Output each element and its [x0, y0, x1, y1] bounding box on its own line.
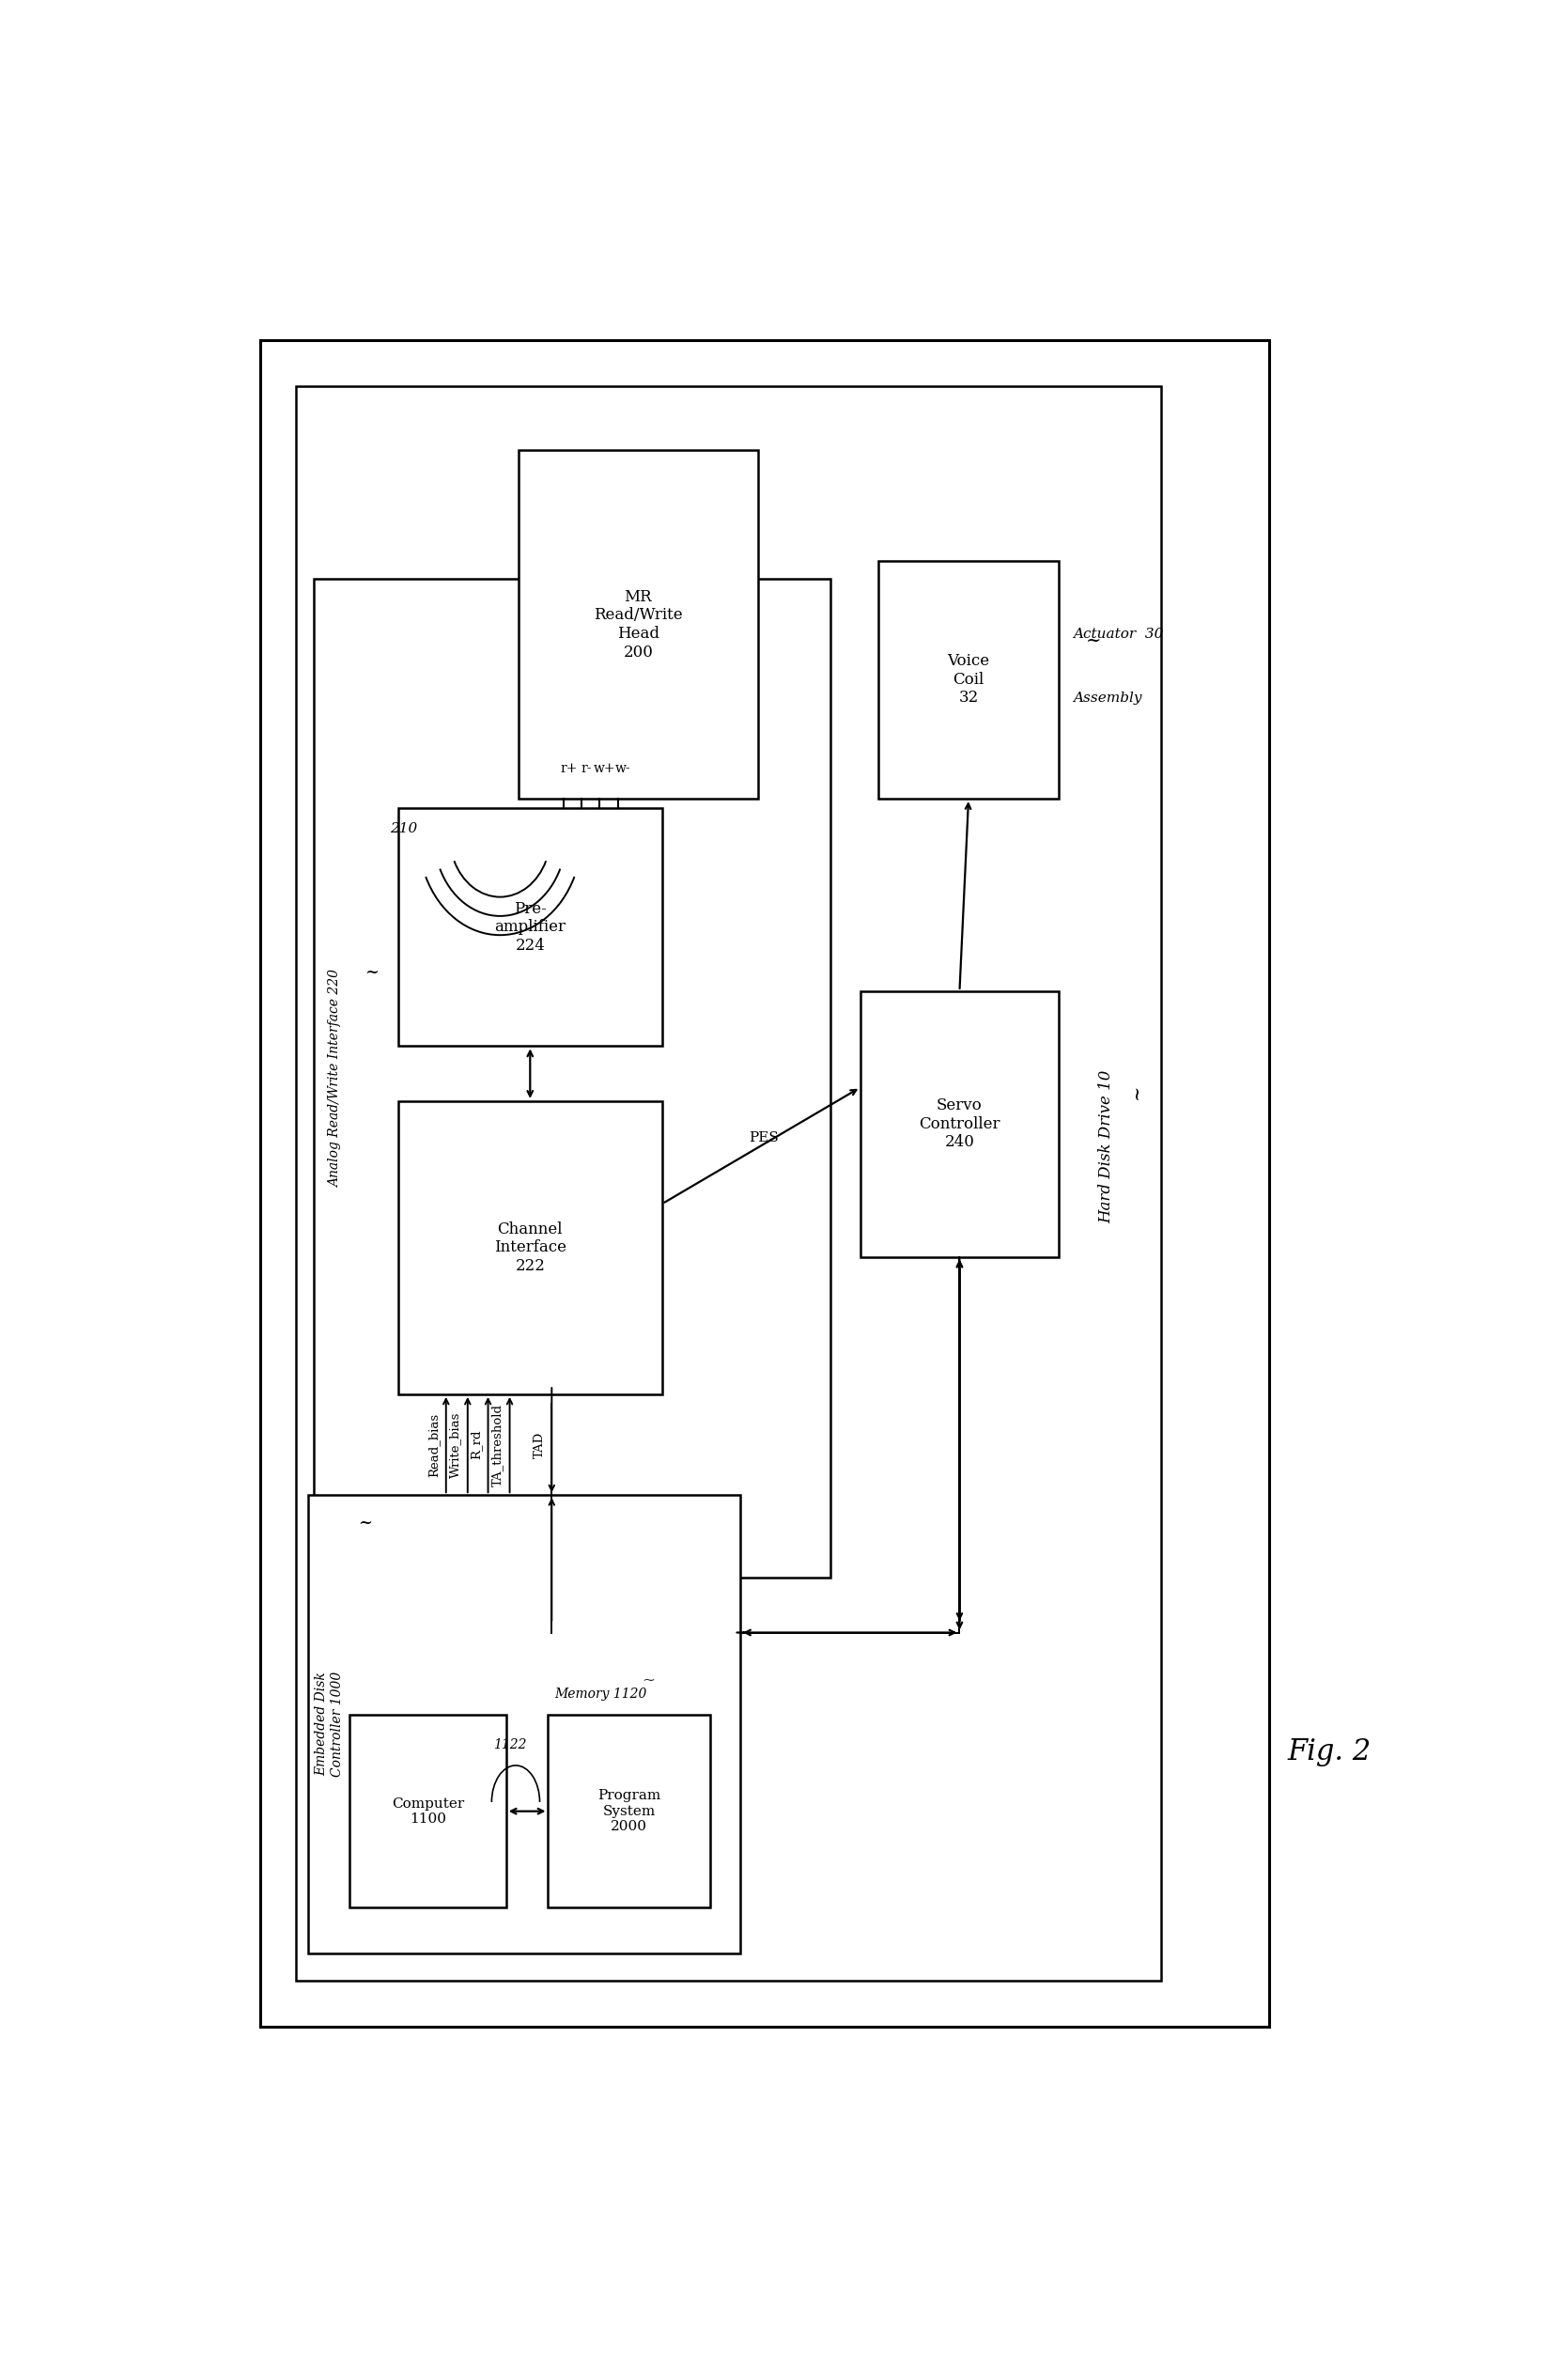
Text: Write_bias: Write_bias: [450, 1411, 462, 1478]
Text: TA_threshold: TA_threshold: [491, 1404, 504, 1485]
Text: Pre-
amplifier
224: Pre- amplifier 224: [494, 900, 566, 954]
Text: Voice
Coil
32: Voice Coil 32: [947, 652, 990, 707]
Text: w-: w-: [615, 762, 631, 776]
Text: Program
System
2000: Program System 2000: [598, 1790, 660, 1833]
Text: w+: w+: [594, 762, 615, 776]
Text: ~: ~: [1128, 1085, 1145, 1100]
Text: ~: ~: [364, 964, 378, 981]
Text: Analog Read/Write Interface 220: Analog Read/Write Interface 220: [329, 969, 343, 1188]
Text: TAD: TAD: [533, 1430, 546, 1459]
Text: Actuator  30: Actuator 30: [1073, 628, 1164, 640]
Text: Read_bias: Read_bias: [428, 1414, 440, 1476]
Text: Servo
Controller
240: Servo Controller 240: [919, 1097, 1000, 1150]
Text: ~: ~: [358, 1514, 372, 1530]
FancyBboxPatch shape: [860, 990, 1059, 1257]
FancyBboxPatch shape: [398, 807, 662, 1047]
Text: Computer
1100: Computer 1100: [392, 1797, 465, 1825]
Text: Fig. 2: Fig. 2: [1286, 1737, 1370, 1766]
Text: ~: ~: [642, 1671, 656, 1687]
FancyBboxPatch shape: [879, 562, 1059, 800]
FancyBboxPatch shape: [398, 1102, 662, 1395]
Text: Assembly: Assembly: [1073, 690, 1142, 704]
FancyBboxPatch shape: [260, 340, 1269, 2028]
Text: Embedded Disk
Controller 1000: Embedded Disk Controller 1000: [315, 1671, 344, 1778]
FancyBboxPatch shape: [313, 578, 831, 1578]
Text: Memory 1120: Memory 1120: [555, 1687, 646, 1699]
Text: ~: ~: [1087, 633, 1102, 650]
Text: R_rd: R_rd: [470, 1430, 482, 1459]
Text: PES: PES: [749, 1130, 778, 1145]
FancyBboxPatch shape: [518, 450, 758, 800]
Text: Hard Disk Drive 10: Hard Disk Drive 10: [1099, 1071, 1114, 1223]
FancyBboxPatch shape: [350, 1716, 505, 1906]
Text: 210: 210: [391, 821, 417, 835]
FancyBboxPatch shape: [308, 1495, 741, 1954]
Text: Channel
Interface
222: Channel Interface 222: [494, 1221, 566, 1273]
FancyBboxPatch shape: [549, 1716, 710, 1906]
FancyBboxPatch shape: [296, 386, 1161, 1980]
Text: MR
Read/Write
Head
200: MR Read/Write Head 200: [594, 588, 682, 659]
Text: r+: r+: [560, 762, 577, 776]
Text: 1122: 1122: [493, 1737, 527, 1752]
Text: r-: r-: [581, 762, 592, 776]
